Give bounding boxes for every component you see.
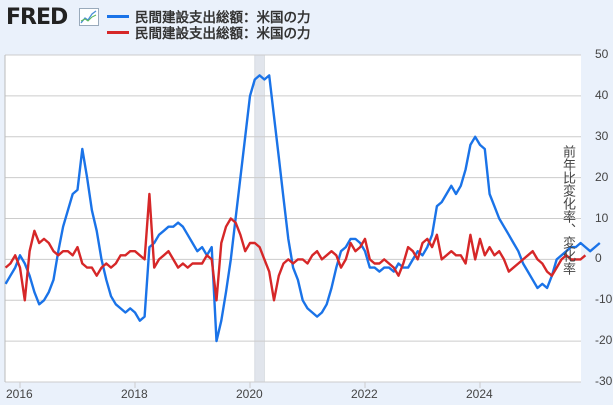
legend-label: 民間建設支出総額：米国の力 — [135, 26, 311, 41]
legend-item-series-2[interactable]: 民間建設支出総額：米国の力 — [107, 24, 311, 41]
x-tick-label: 2022 — [351, 387, 378, 401]
chart-header: FRED 民間建設支出総額：米国の力 民間建設支出総額：米国の力 — [0, 0, 613, 46]
y-axis-label: 前年比変化率、変化率 — [561, 145, 576, 275]
series-line-red[interactable] — [4, 192, 587, 302]
y-tick-label: 30 — [595, 128, 609, 143]
fred-logo[interactable]: FRED — [6, 5, 68, 30]
y-tick-label: 20 — [595, 169, 609, 184]
legend-swatch-red — [107, 30, 129, 34]
y-tick-label: 40 — [595, 87, 609, 102]
y-tick-label: -30 — [595, 374, 613, 388]
y-tick-label: 0 — [595, 251, 602, 266]
x-tick-label: 2020 — [236, 387, 263, 401]
legend-label: 民間建設支出総額：米国の力 — [135, 10, 311, 25]
y-tick-label: -20 — [595, 333, 613, 348]
y-tick-label: 10 — [595, 210, 609, 225]
x-tick-label: 2024 — [466, 387, 493, 401]
x-tick-label: 2018 — [121, 387, 148, 401]
y-tick-label: -10 — [595, 292, 613, 307]
legend-swatch-blue — [107, 14, 129, 18]
chart-legend: 民間建設支出総額：米国の力 民間建設支出総額：米国の力 — [107, 8, 311, 41]
legend-item-series-1[interactable]: 民間建設支出総額：米国の力 — [107, 8, 311, 25]
line-chart-icon — [79, 8, 99, 26]
series-line-blue[interactable] — [4, 74, 601, 343]
y-tick-label: 50 — [595, 47, 609, 61]
x-tick-label: 2016 — [6, 387, 33, 401]
